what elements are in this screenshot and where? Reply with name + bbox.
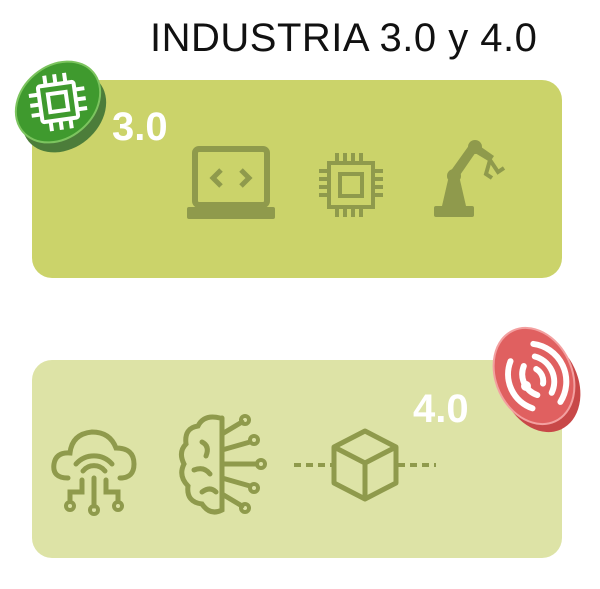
robot-arm-icon xyxy=(434,140,506,217)
blockchain-cube-icon xyxy=(294,428,436,502)
microchip-badge-icon xyxy=(14,60,107,153)
wifi-badge-icon xyxy=(492,326,581,433)
cloud-network-icon xyxy=(51,429,137,516)
ai-brain-icon xyxy=(178,414,267,515)
section-label-3: 3.0 xyxy=(112,105,168,149)
industry-3-panel xyxy=(32,80,562,278)
microchip-icon xyxy=(319,153,383,217)
page-title: INDUSTRIA 3.0 y 4.0 xyxy=(150,16,538,60)
laptop-code-icon xyxy=(187,146,275,219)
industry-4-panel xyxy=(32,360,562,558)
section-label-4: 4.0 xyxy=(413,387,469,431)
